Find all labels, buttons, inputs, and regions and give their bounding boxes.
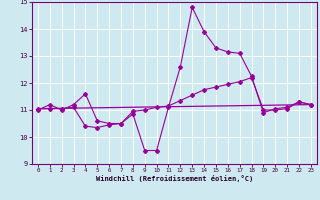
X-axis label: Windchill (Refroidissement éolien,°C): Windchill (Refroidissement éolien,°C) [96, 175, 253, 182]
